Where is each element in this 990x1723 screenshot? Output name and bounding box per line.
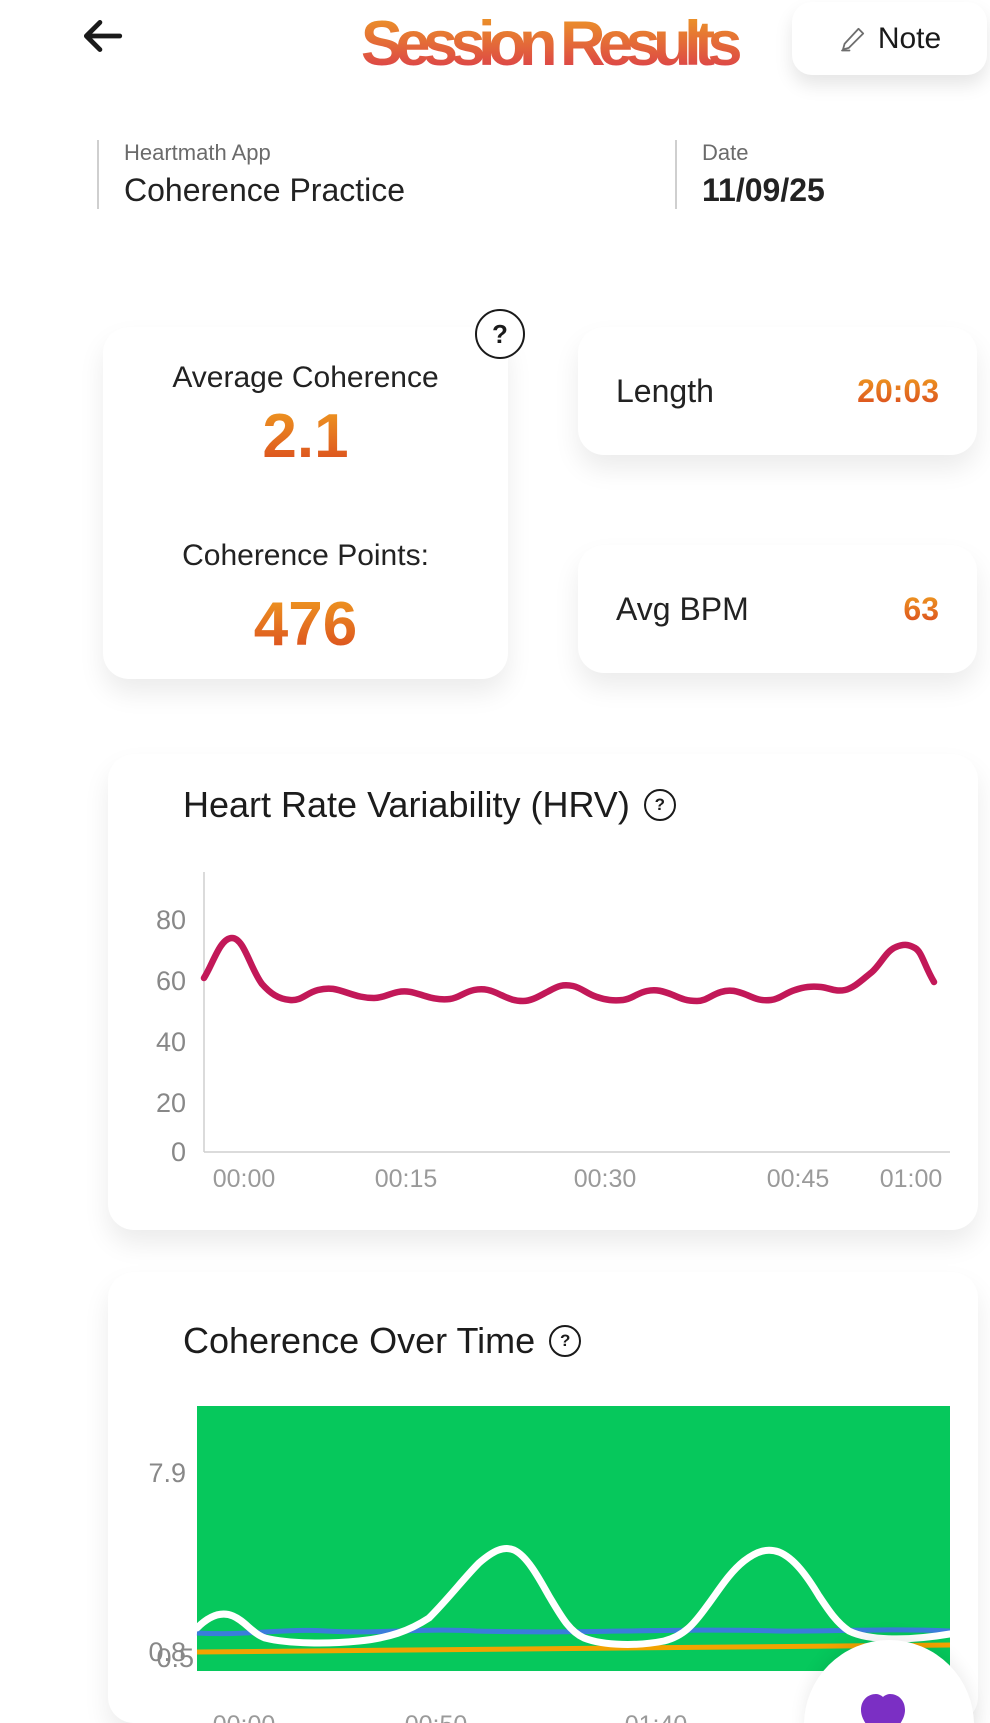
svg-text:01:40: 01:40	[625, 1711, 688, 1723]
svg-text:00:00: 00:00	[213, 1165, 276, 1192]
svg-text:00:00: 00:00	[213, 1711, 276, 1723]
svg-text:00:50: 00:50	[405, 1711, 468, 1723]
svg-text:80: 80	[156, 905, 186, 935]
svg-text:0.5: 0.5	[156, 1643, 194, 1673]
svg-text:00:15: 00:15	[375, 1165, 438, 1192]
svg-text:01:00: 01:00	[880, 1165, 943, 1192]
svg-text:00:30: 00:30	[574, 1165, 637, 1192]
svg-text:0: 0	[171, 1137, 186, 1167]
svg-text:40: 40	[156, 1027, 186, 1057]
svg-text:00:45: 00:45	[767, 1165, 830, 1192]
svg-text:7.9: 7.9	[148, 1458, 186, 1488]
svg-text:60: 60	[156, 966, 186, 996]
svg-text:20: 20	[156, 1088, 186, 1118]
